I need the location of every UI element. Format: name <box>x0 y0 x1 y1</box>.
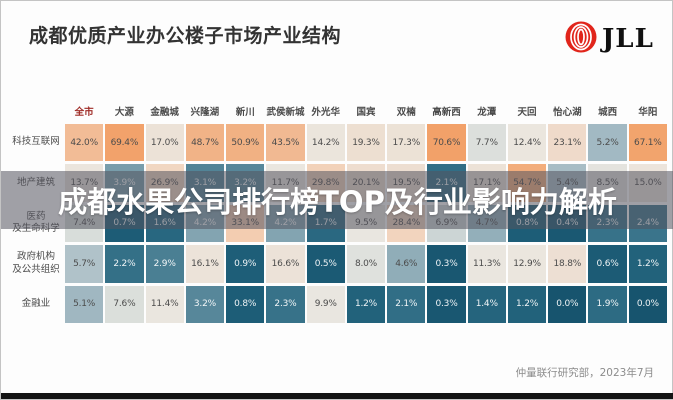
heatmap-cell: 2.3% <box>266 285 305 323</box>
jll-logo-mark <box>565 21 597 53</box>
column-header: 外光华 <box>311 107 340 118</box>
page-title: 成都优质产业办公楼子市场产业结构 <box>29 25 342 47</box>
column-header: 兴隆湖 <box>190 107 220 118</box>
column-header: 双楠 <box>396 107 416 118</box>
heatmap-cell: 48.7% <box>185 124 225 162</box>
heatmap-cell: 16.6% <box>266 245 305 283</box>
heatmap-cell: 2.2% <box>105 245 144 283</box>
column-header: 华阳 <box>638 107 658 118</box>
heatmap-cell: 5.1% <box>65 285 104 323</box>
row-label: 金融业 <box>21 297 51 309</box>
bottom-bar <box>1 393 673 399</box>
heatmap-cell: 42.0% <box>65 124 104 162</box>
heatmap-cell: 43.5% <box>266 124 305 162</box>
heatmap-cell: 23.1% <box>548 124 587 162</box>
heatmap-cell: 1.2% <box>628 245 667 283</box>
heatmap-cell: 1.4% <box>467 285 506 323</box>
column-header: 全市 <box>74 107 94 118</box>
heatmap-cell: 1.2% <box>346 285 386 323</box>
heatmap-cell: 7.6% <box>105 285 144 323</box>
heatmap-cell: 9.9% <box>306 285 345 323</box>
column-header: 高新西 <box>432 107 461 118</box>
heatmap-cell: 3.2% <box>185 285 225 323</box>
heatmap-cell: 0.3% <box>427 245 466 283</box>
heatmap-cell: 69.4% <box>105 124 144 162</box>
jll-logo-text: JLL <box>600 24 654 54</box>
jll-logo: JLL <box>565 21 654 54</box>
row-label: 政府机构 及公共组织 <box>12 251 60 275</box>
heatmap-cell: 0.6% <box>588 245 627 283</box>
heatmap-cell: 12.4% <box>507 124 547 162</box>
heatmap-cell: 4.6% <box>387 245 426 283</box>
headline-banner: 成都水果公司排行榜TOP及行业影响力解析 <box>1 171 673 229</box>
heatmap-cell: 1.9% <box>588 285 627 323</box>
column-header: 武侯新城 <box>266 107 305 118</box>
heatmap-cell: 70.6% <box>427 124 466 162</box>
column-header: 新川 <box>235 107 255 118</box>
heatmap-cell: 0.0% <box>628 285 667 323</box>
heatmap-cell: 0.5% <box>306 245 345 283</box>
heatmap-cell: 16.1% <box>185 245 225 283</box>
column-header: 怡心湖 <box>553 107 582 118</box>
heatmap-cell: 14.2% <box>306 124 345 162</box>
heatmap-cell: 0.9% <box>226 245 265 283</box>
heatmap-cell: 11.3% <box>467 245 506 283</box>
heatmap-cell: 18.8% <box>548 245 587 283</box>
heatmap-cell: 2.1% <box>387 285 426 323</box>
heatmap-cell: 7.7% <box>467 124 506 162</box>
headline-text: 成都水果公司排行榜TOP及行业影响力解析 <box>58 185 617 219</box>
column-header: 城西 <box>598 107 618 118</box>
heatmap-cell: 0.8% <box>226 285 265 323</box>
heatmap-cell: 50.9% <box>226 124 265 162</box>
heatmap-cell: 11.4% <box>145 285 184 323</box>
heatmap-cell: 2.9% <box>145 245 184 283</box>
heatmap-cell: 1.2% <box>507 285 547 323</box>
grid-corner <box>9 101 63 121</box>
heatmap-cell: 0.3% <box>427 285 466 323</box>
heatmap-cell: 0.0% <box>548 285 587 323</box>
column-header: 国宾 <box>356 107 376 118</box>
heatmap-cell: 5.2% <box>588 124 627 162</box>
heatmap-cell: 67.1% <box>628 124 667 162</box>
column-header: 天回 <box>517 107 537 118</box>
column-header: 大源 <box>114 107 134 118</box>
column-header: 金融城 <box>150 107 179 118</box>
column-header: 龙潭 <box>477 107 497 118</box>
heatmap-cell: 5.7% <box>65 245 104 283</box>
heatmap-cell: 12.9% <box>507 245 547 283</box>
heatmap-cell: 17.0% <box>145 124 184 162</box>
source-note: 仲量联行研究部，2023年7月 <box>515 367 654 379</box>
heatmap-cell: 17.3% <box>387 124 426 162</box>
row-label: 科技互联网 <box>12 136 60 148</box>
heatmap-cell: 19.3% <box>346 124 386 162</box>
heatmap-cell: 8.0% <box>346 245 386 283</box>
